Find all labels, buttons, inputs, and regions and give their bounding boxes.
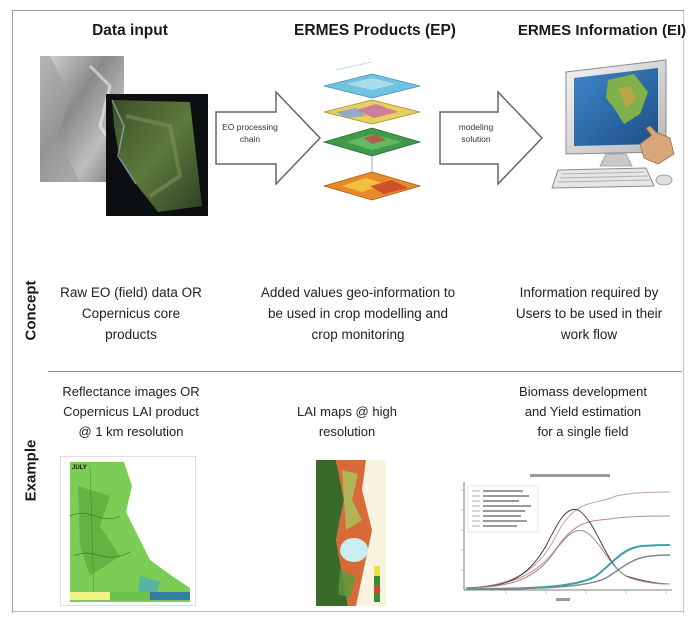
row-label-example: Example bbox=[22, 439, 40, 502]
satellite-image-stack bbox=[40, 56, 208, 216]
example-col3-text: Biomass development and Yield estimation f… bbox=[519, 384, 647, 439]
section-divider bbox=[48, 371, 682, 372]
example-col1-text: Reflectance images OR Copernicus LAI prod… bbox=[62, 384, 200, 439]
concept-col2-text: Added values geo-information to be used i… bbox=[260, 285, 456, 342]
lai-high-res-map bbox=[316, 460, 386, 606]
mouse bbox=[655, 174, 673, 186]
map-corner-label: JULY bbox=[72, 465, 87, 471]
diagram-frame bbox=[12, 10, 684, 613]
computer-icon bbox=[551, 59, 675, 189]
concept-col3-text: Information required by Users to be used … bbox=[515, 285, 663, 342]
curve-lai-dark bbox=[465, 508, 671, 589]
frame-bottom-edge bbox=[12, 611, 683, 612]
curve-yield-gray bbox=[465, 554, 671, 590]
title-ermes-products: ERMES Products (EP) bbox=[294, 22, 456, 39]
title-data-input: Data input bbox=[92, 22, 168, 39]
lai-low-res-map: JULY bbox=[60, 456, 196, 606]
lagoon bbox=[340, 538, 368, 562]
processing-arrow bbox=[215, 90, 322, 186]
chart-legend bbox=[467, 485, 539, 533]
modeling-arrow bbox=[439, 90, 544, 186]
title-ermes-information: ERMES Information (EI) bbox=[517, 22, 687, 39]
product-layer-stack bbox=[322, 61, 422, 201]
curve-lai-light bbox=[465, 530, 671, 589]
example-col2-text: LAI maps @ high resolution bbox=[297, 404, 397, 439]
row-label-concept: Concept bbox=[22, 280, 40, 341]
concept-col1-text: Raw EO (field) data OR Copernicus core pro… bbox=[60, 285, 202, 342]
biomass-chart bbox=[446, 466, 682, 606]
arrow-label-modeling: modeling solution bbox=[458, 122, 494, 144]
keyboard bbox=[551, 167, 655, 189]
arrow-label-processing: EO processing chain bbox=[222, 122, 278, 144]
